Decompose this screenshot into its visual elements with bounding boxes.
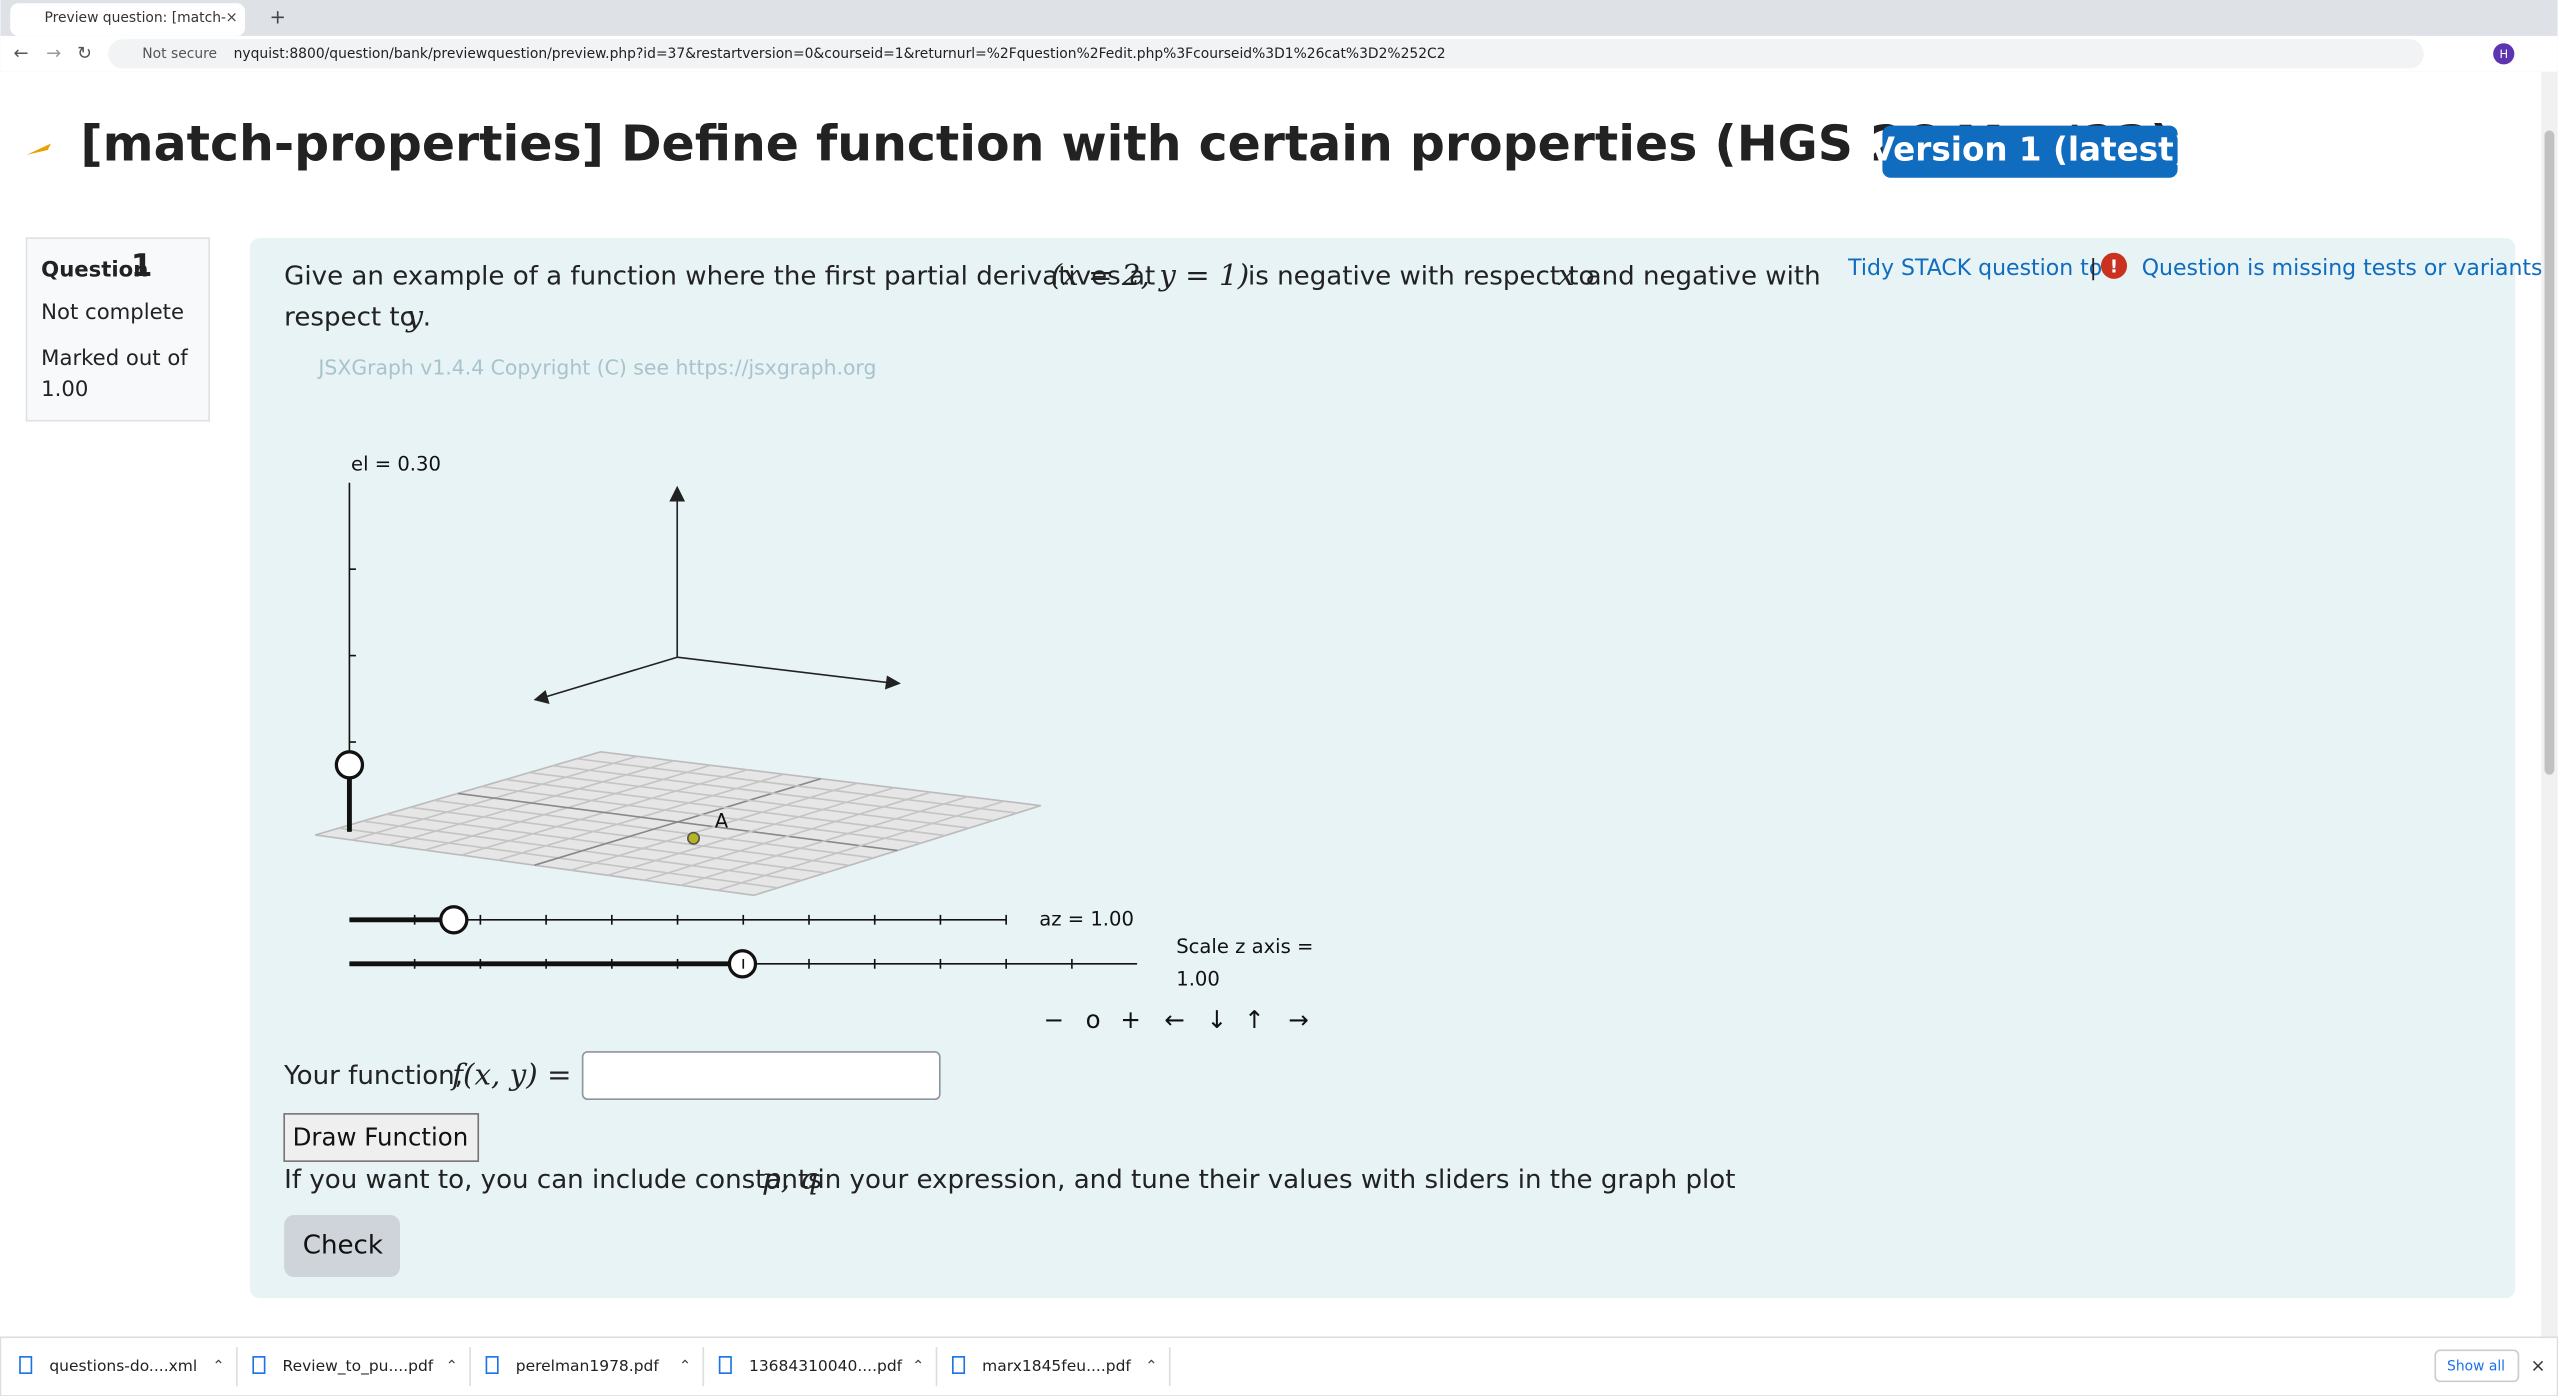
tab-close[interactable]: × xyxy=(225,9,237,26)
download-file[interactable]: 13684310040....pdf xyxy=(749,1357,903,1375)
tab-title: Preview question: [match- xyxy=(44,10,226,26)
forward[interactable]: → xyxy=(46,43,61,64)
scale-label: Scale z axis = xyxy=(1176,935,1313,958)
check-button[interactable] xyxy=(284,1214,400,1277)
version: Version 1 (latest) xyxy=(1870,131,2189,169)
hint: If you want to, you can include constant… xyxy=(284,1165,822,1195)
address-bar[interactable] xyxy=(108,39,2424,69)
marks-value: 1.00 xyxy=(41,376,88,401)
warning-link[interactable]: Question is missing tests or variants. xyxy=(2142,256,2550,281)
check-label: Check xyxy=(303,1230,384,1260)
control-button[interactable]: ↓ xyxy=(1207,1005,1227,1034)
show-all: Show all xyxy=(2447,1359,2505,1375)
math: p, q xyxy=(762,1162,818,1196)
download-file[interactable]: questions-do....xml xyxy=(49,1357,197,1375)
download-menu[interactable]: ⌃ xyxy=(1145,1358,1157,1375)
control-button[interactable]: o xyxy=(1086,1005,1101,1034)
download-file[interactable]: perelman1978.pdf xyxy=(516,1357,660,1375)
show-all-button[interactable] xyxy=(2434,1349,2520,1383)
download-menu[interactable]: ⌃ xyxy=(912,1358,924,1375)
plane-grid xyxy=(717,800,1005,892)
download-menu[interactable]: ⌃ xyxy=(212,1358,224,1375)
tidy-link[interactable]: Tidy STACK question tool xyxy=(1847,256,2122,281)
downloads: questions-do....xml ⌃ Review_to_pu....pdf ⌃… xyxy=(19,1347,1171,1387)
info-box xyxy=(25,237,210,422)
question-text: respect to xyxy=(284,303,415,333)
profile-icon[interactable] xyxy=(2493,43,2515,65)
control-button[interactable]: + xyxy=(1120,1005,1141,1034)
math: f(x, y) = xyxy=(450,1057,571,1091)
math: (x = 2, y = 1) xyxy=(1051,258,1250,292)
y-axis xyxy=(541,656,678,699)
reload[interactable]: ↻ xyxy=(77,43,92,64)
graph xyxy=(314,485,1042,897)
az-slider-knob[interactable] xyxy=(439,905,469,935)
warning-icon xyxy=(2100,252,2128,279)
controls: − o + ← ↓ ↑ → xyxy=(1044,1005,1309,1034)
question-text: is negative with respect to xyxy=(1248,262,1595,292)
scale-value: 1.00 xyxy=(1176,968,1220,991)
download-menu[interactable]: ⌃ xyxy=(679,1358,691,1375)
math: y xyxy=(405,299,424,333)
question-text: and negative with xyxy=(1586,262,1821,292)
question-text: Give an example of a function where the … xyxy=(284,262,1155,292)
version-badge xyxy=(1882,125,2178,178)
hint: in your expression, and tune their value… xyxy=(817,1165,1735,1195)
download-file[interactable]: Review_to_pu....pdf xyxy=(283,1357,434,1376)
point-a[interactable] xyxy=(687,831,701,845)
question-number: 1 xyxy=(131,248,153,284)
file-icon xyxy=(252,1356,266,1374)
warning-mark: ! xyxy=(2110,256,2118,277)
plane-grid xyxy=(680,795,968,887)
marks-label: Marked out of xyxy=(41,345,188,370)
draw-button[interactable] xyxy=(283,1113,480,1162)
file-icon xyxy=(952,1356,966,1374)
url: nyquist:8800/question/bank/previewquesti… xyxy=(234,46,1446,62)
close-downloads[interactable]: × xyxy=(2530,1356,2545,1377)
question-panel xyxy=(249,238,2516,1299)
new-tab[interactable]: + xyxy=(270,5,286,28)
control-button[interactable]: ↑ xyxy=(1244,1005,1265,1034)
question-text: . xyxy=(423,303,431,333)
function-input[interactable] xyxy=(581,1051,941,1101)
az-label: az = 1.00 xyxy=(1039,907,1134,930)
file-icon xyxy=(485,1356,499,1374)
x-axis xyxy=(677,656,895,685)
point-label: A xyxy=(715,809,729,832)
prompt: Your function, xyxy=(283,1061,463,1091)
back[interactable]: ← xyxy=(13,43,28,64)
question-label: Question xyxy=(41,257,148,282)
plane-grid xyxy=(576,757,1018,814)
page-title: [match-properties] Define function with … xyxy=(80,115,2172,172)
math: x xyxy=(1558,258,1575,292)
scroll-thumb[interactable] xyxy=(2544,130,2555,775)
separator: | xyxy=(2090,256,2097,281)
download-file[interactable]: marx1845feu....pdf xyxy=(982,1357,1131,1375)
copyright: JSXGraph v1.4.4 Copyright (C) see https:… xyxy=(316,356,876,380)
profile: H xyxy=(2499,47,2508,61)
el-label: el = 0.30 xyxy=(351,452,441,475)
draw-button-label: Draw Function xyxy=(293,1122,469,1151)
security: Not secure xyxy=(142,46,217,62)
control-button[interactable]: → xyxy=(1288,1005,1309,1034)
status: Not complete xyxy=(41,299,184,324)
control-button[interactable]: ← xyxy=(1164,1005,1185,1034)
el-slider-knob[interactable] xyxy=(334,750,365,780)
file-icon xyxy=(718,1356,732,1374)
download-bar xyxy=(0,1336,2558,1397)
download-menu[interactable]: ⌃ xyxy=(446,1358,458,1375)
control-button[interactable]: − xyxy=(1044,1005,1065,1034)
file-icon xyxy=(19,1356,33,1374)
tab[interactable] xyxy=(10,3,246,36)
